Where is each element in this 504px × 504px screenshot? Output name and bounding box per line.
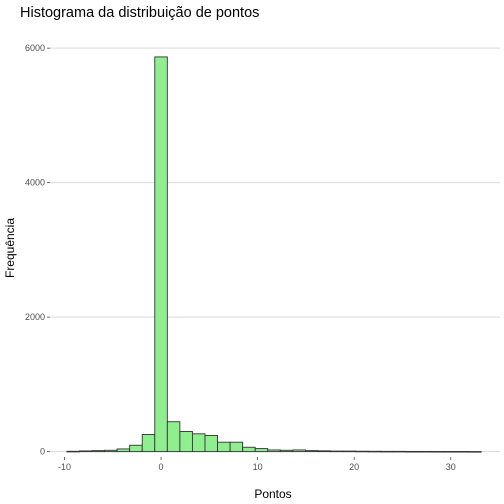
histogram-bar [455, 451, 470, 453]
histogram-bar [229, 441, 244, 453]
histogram-bar [443, 451, 457, 453]
bars [66, 56, 482, 453]
y-tick-label: 6000 [25, 43, 45, 53]
x-tick-label: 10 [253, 462, 263, 472]
y-axis: 0 2000 4000 6000 [25, 43, 50, 457]
chart-title: Histograma da distribuição de pontos [20, 5, 259, 21]
histogram-bar [166, 421, 181, 453]
histogram-bar [405, 450, 419, 453]
histogram-bar [330, 450, 344, 453]
y-tick-label: 0 [40, 447, 45, 457]
histogram-bar [392, 450, 407, 453]
histogram-bar [79, 450, 93, 453]
histogram-bar [254, 448, 269, 453]
histogram-bar [217, 441, 231, 453]
histogram-bar [191, 433, 206, 453]
histogram-bar [91, 450, 106, 453]
histogram-bar [430, 451, 444, 453]
x-axis: -10 0 10 20 30 [58, 457, 456, 472]
histogram-bar [317, 450, 331, 453]
gridlines [50, 47, 500, 453]
x-tick-label: 0 [159, 462, 164, 472]
histogram-bar [342, 450, 357, 453]
histogram-bar [380, 450, 394, 453]
x-tick-label: 20 [349, 462, 359, 472]
y-tick-label: 4000 [25, 178, 45, 188]
histogram-bar [292, 449, 306, 453]
histogram-bar [367, 450, 382, 453]
x-tick-label: 30 [446, 462, 456, 472]
histogram-bar [154, 56, 168, 453]
histogram-bar [66, 450, 80, 453]
histogram-bar [141, 434, 156, 453]
x-tick-label: -10 [58, 462, 71, 472]
histogram-bar [279, 449, 294, 453]
histogram-bar [355, 450, 369, 453]
histogram-bar [417, 450, 432, 453]
histogram-bar [304, 450, 319, 453]
histogram-bar [468, 451, 482, 453]
histogram-bar [267, 449, 281, 453]
y-tick-label: 2000 [25, 312, 45, 322]
histogram-bar [129, 444, 143, 453]
histogram-bar [104, 449, 118, 453]
histogram-bar [204, 435, 218, 453]
histogram-bar [242, 446, 256, 453]
x-axis-title: Pontos [254, 487, 291, 501]
histogram-bar [179, 430, 193, 453]
y-axis-title: Frequência [3, 218, 17, 278]
histogram-bar [116, 448, 131, 453]
